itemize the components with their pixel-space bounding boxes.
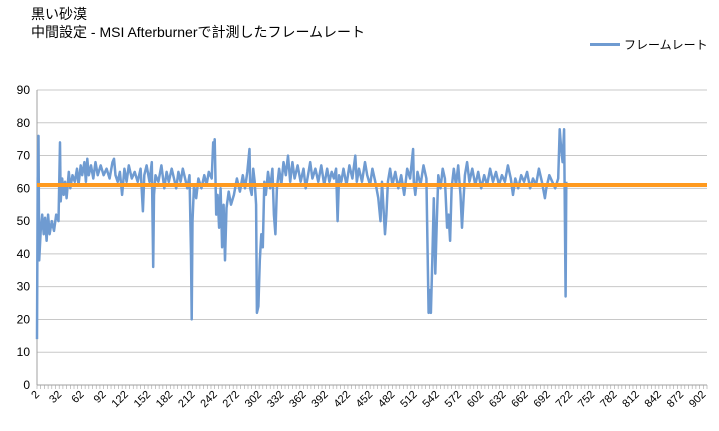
x-tick-label: 272 [221, 389, 242, 410]
x-tick-label: 32 [47, 389, 64, 406]
x-tick-label: 392 [309, 389, 330, 410]
y-tick-labels: 0 10 20 30 40 50 60 70 80 90 [17, 83, 31, 392]
grid-lines [37, 89, 707, 353]
x-tick-label: 602 [465, 389, 486, 410]
title-block: 黒い砂漠 中間設定 - MSI Afterburnerで計測したフレームレート [31, 5, 365, 41]
legend-label: フレームレート [624, 38, 708, 52]
x-tick-label: 692 [531, 389, 552, 410]
legend-swatch [590, 43, 620, 46]
x-tick-label: 782 [598, 389, 619, 410]
y-tick-label: 0 [23, 378, 30, 392]
x-tick-label: 452 [354, 389, 375, 410]
x-tick-label: 422 [332, 389, 353, 410]
x-tick-label: 92 [92, 389, 109, 406]
x-tick-label: 662 [509, 389, 530, 410]
y-tick-label: 50 [17, 214, 31, 228]
x-tick-label: 542 [420, 389, 441, 410]
x-tick-label: 872 [665, 389, 686, 410]
x-tick-labels: 2 32 62 92 122 152 182 212 242 272 302 332 362 392 422… [29, 389, 708, 410]
x-tick-label: 632 [487, 389, 508, 410]
x-tick-label: 812 [620, 389, 641, 410]
x-tick-label: 572 [443, 389, 464, 410]
x-tick-label: 752 [576, 389, 597, 410]
x-tick-label: 512 [398, 389, 419, 410]
y-tick-label: 10 [17, 345, 31, 359]
x-tick-label: 302 [243, 389, 264, 410]
chart-title: 黒い砂漠 [31, 6, 87, 22]
chart-subtitle: 中間設定 - MSI Afterburnerで計測したフレームレート [31, 24, 366, 40]
series-layer [35, 128, 707, 340]
x-tick-label: 62 [69, 389, 86, 406]
x-tick-label: 122 [109, 389, 130, 410]
x-tick-label: 722 [554, 389, 575, 410]
y-tick-label: 60 [17, 181, 31, 195]
y-tick-label: 20 [17, 312, 31, 326]
x-tick-label: 242 [198, 389, 219, 410]
legend: フレームレート [590, 36, 708, 53]
x-tick-label: 902 [687, 389, 708, 410]
x-tick-label: 182 [154, 389, 175, 410]
y-tick-label: 30 [17, 280, 31, 294]
y-tick-label: 70 [17, 149, 31, 163]
x-tick-label: 842 [643, 389, 664, 410]
x-tick-label: 482 [376, 389, 397, 410]
x-tick-label: 332 [265, 389, 286, 410]
x-tick-label: 2 [29, 389, 42, 402]
y-tick-label: 80 [17, 116, 31, 130]
x-tick-label: 152 [132, 389, 153, 410]
y-tick-label: 40 [17, 247, 31, 261]
series-line-framerate [35, 128, 568, 340]
y-tick-label: 90 [17, 83, 31, 97]
x-tick-label: 362 [287, 389, 308, 410]
x-tick-label: 212 [176, 389, 197, 410]
axes [36, 90, 708, 389]
